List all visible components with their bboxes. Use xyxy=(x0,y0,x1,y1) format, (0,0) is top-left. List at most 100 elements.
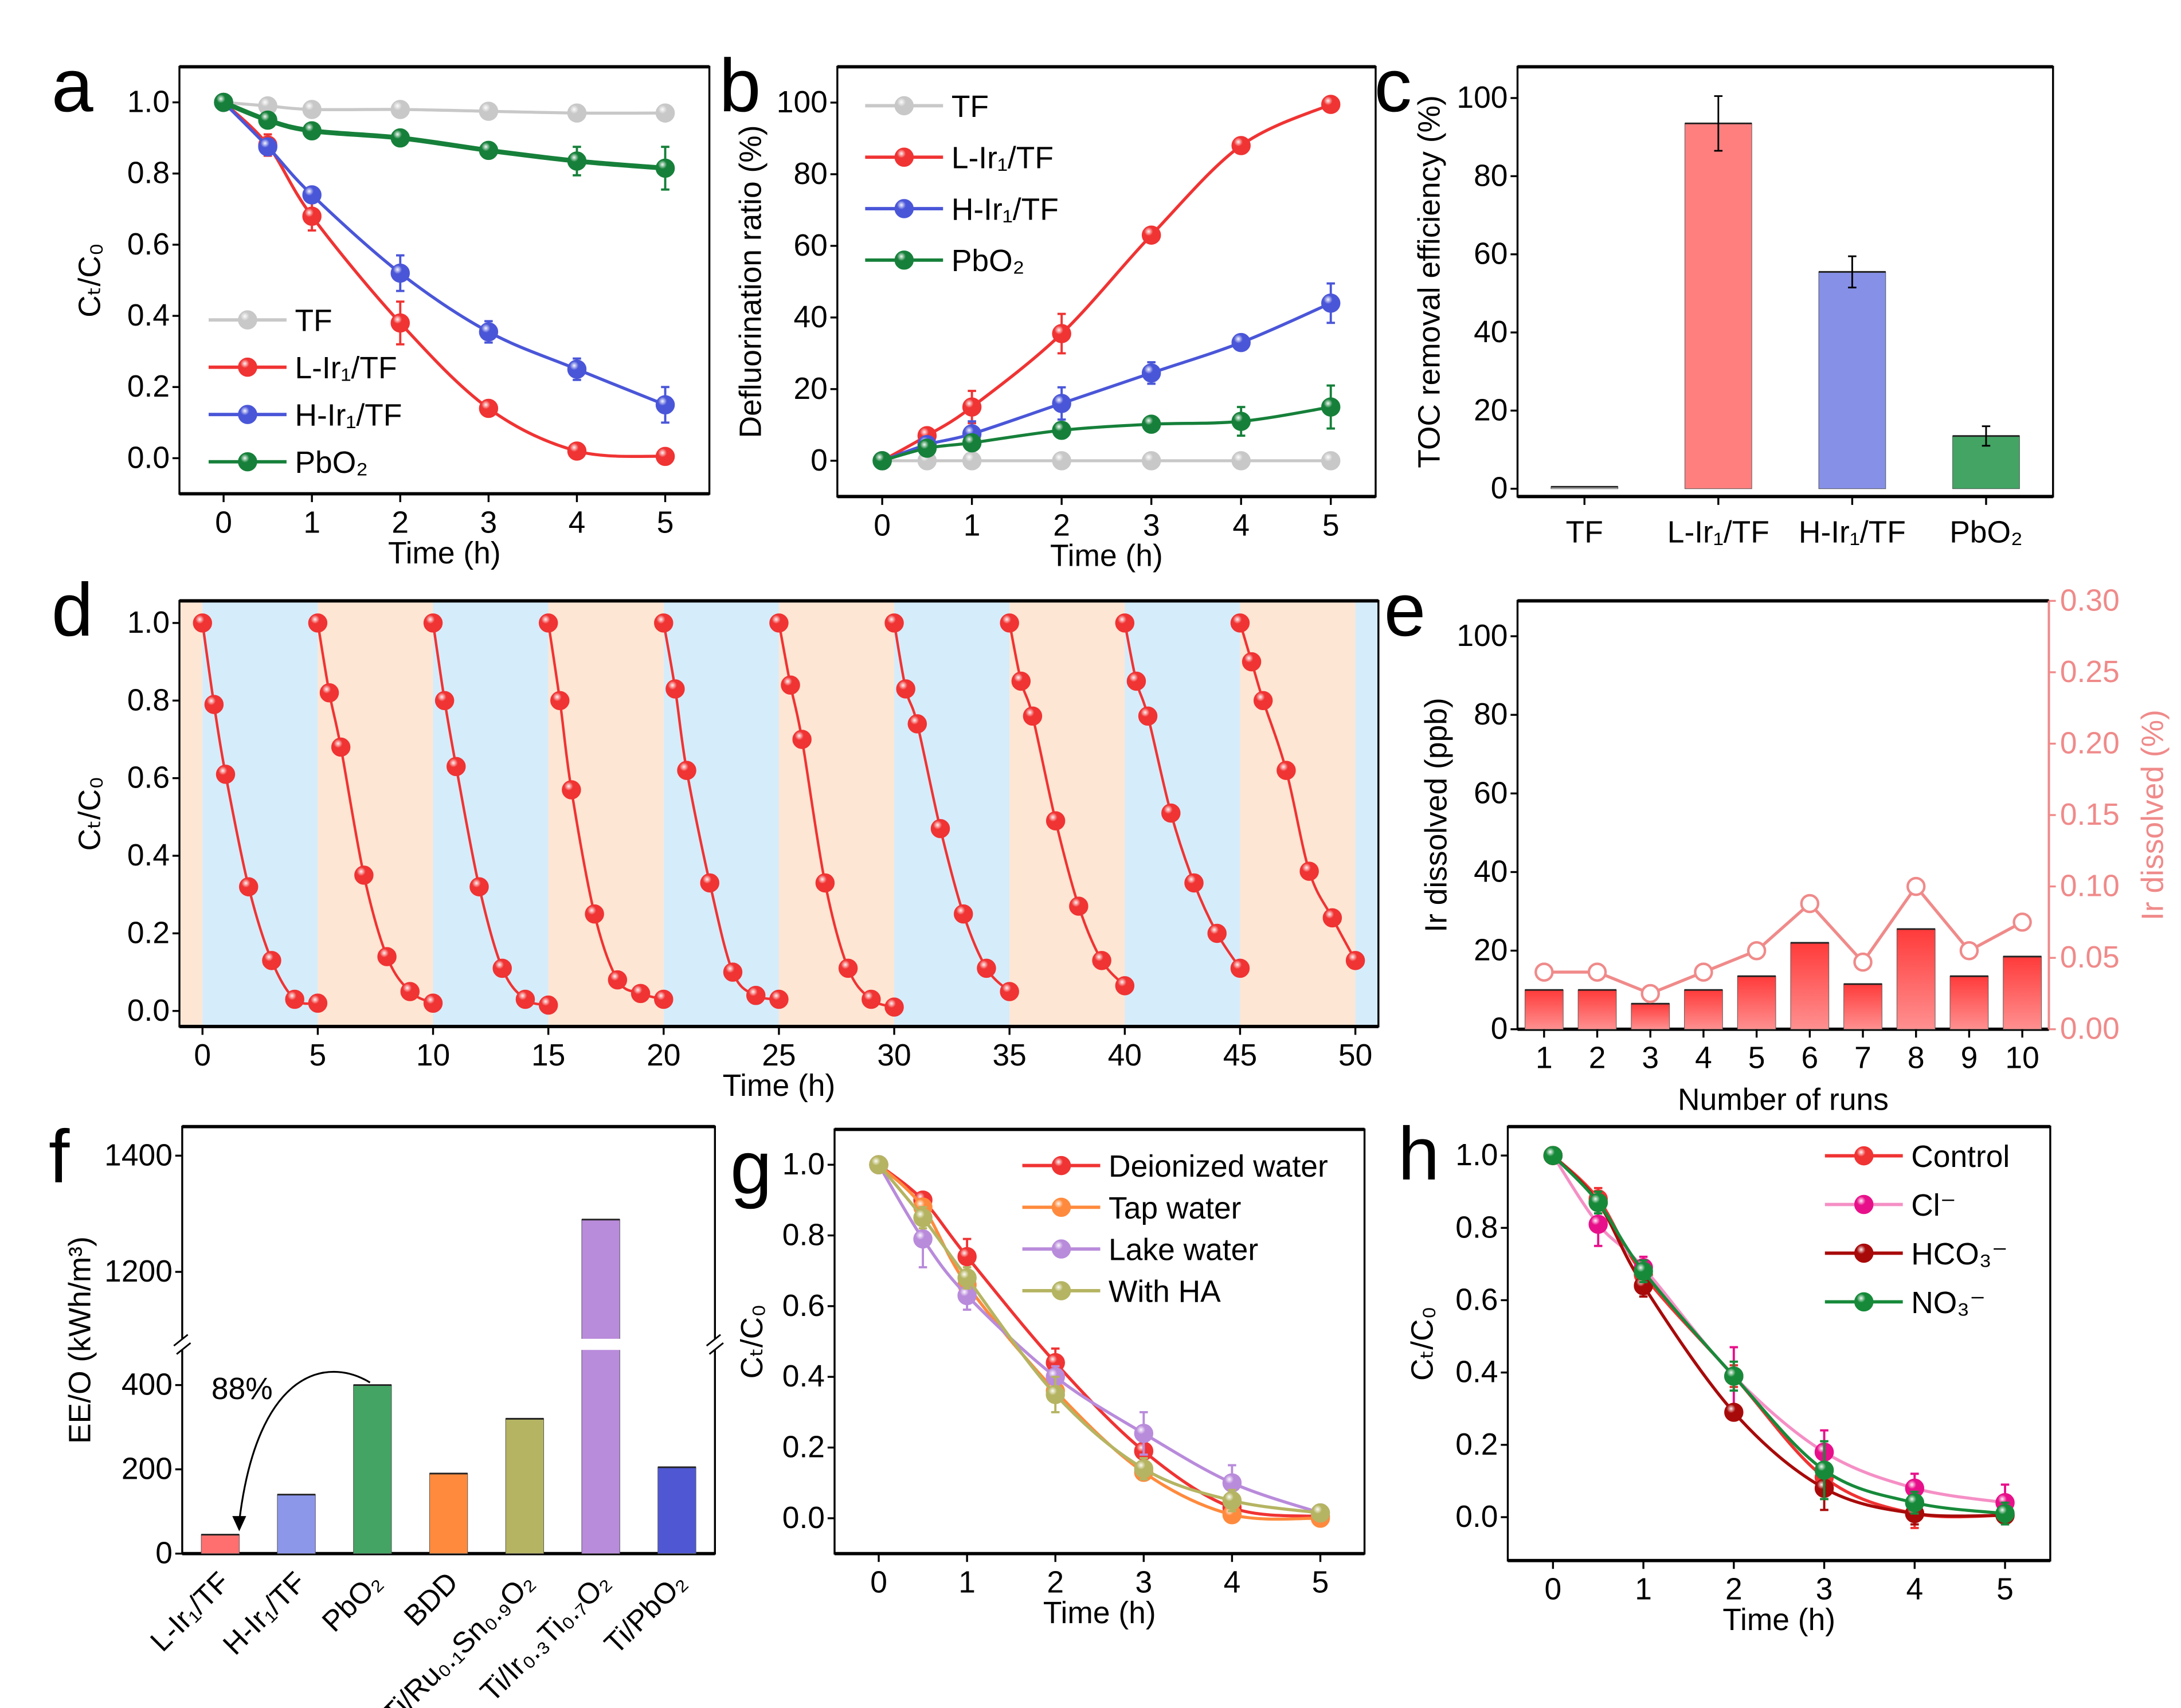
y-tick-label: 0 xyxy=(155,1537,173,1570)
right-y-tick-label: 0.00 xyxy=(2060,1012,2120,1046)
data-point-highlight xyxy=(1052,421,1071,440)
data-point-highlight xyxy=(1046,1353,1065,1372)
series xyxy=(1543,1146,2015,1526)
x-tick-label: L-Ir₁/TF xyxy=(1667,515,1769,549)
legend-label: HCO₃⁻ xyxy=(1911,1237,2008,1271)
x-tick-label: PbO₂ xyxy=(316,1565,388,1638)
data-point-highlight xyxy=(1115,977,1134,995)
y-tick-label: 60 xyxy=(793,229,827,263)
plot-frame xyxy=(178,65,711,495)
y-tick-label: 0.6 xyxy=(782,1289,825,1323)
x-tick-label: 7 xyxy=(1854,1041,1871,1075)
panel-label: f xyxy=(49,1114,70,1198)
data-point-highlight xyxy=(567,360,586,378)
legend-item: Lake water xyxy=(1022,1233,1258,1267)
series-line xyxy=(1544,884,2023,996)
bar xyxy=(353,1385,392,1554)
data-point-highlight xyxy=(1093,951,1111,970)
legend: TF L-Ir₁/TF H-Ir₁/TF PbO₂ xyxy=(865,90,1059,278)
y-tick-label: 0.2 xyxy=(127,916,170,950)
data-point-highlight xyxy=(958,1268,976,1287)
data-point-highlight xyxy=(1052,1198,1071,1217)
data-point-highlight xyxy=(1052,1240,1071,1258)
data-point-highlight xyxy=(962,433,981,452)
data-point-highlight xyxy=(873,452,891,470)
x-tick-label: 9 xyxy=(1961,1041,1978,1075)
y-tick-label: 20 xyxy=(1474,393,1507,427)
y-tick-label: 0 xyxy=(810,444,828,477)
y-tick-label: 0.6 xyxy=(127,761,170,795)
data-point-highlight xyxy=(320,683,339,702)
data-point-highlight xyxy=(885,614,903,632)
y-axis-label: Cₜ/C₀ xyxy=(1405,1306,1439,1381)
series xyxy=(869,1155,1330,1523)
right-y-tick-label: 0.20 xyxy=(2060,726,2120,760)
data-point-highlight xyxy=(839,959,857,978)
data-point-highlight xyxy=(303,100,321,119)
x-tick-label: 4 xyxy=(1695,1041,1712,1075)
y-tick-label: 40 xyxy=(1474,315,1507,349)
data-point-highlight xyxy=(656,104,675,122)
x-tick-label: 2 xyxy=(1047,1566,1064,1600)
data-point-highlight xyxy=(435,691,454,710)
y-axis-label: Cₜ/C₀ xyxy=(735,1304,769,1379)
y-tick-label: 40 xyxy=(793,300,827,334)
data-point-highlight xyxy=(285,990,304,1009)
y-tick-label: 0.4 xyxy=(127,839,170,872)
data-point-highlight xyxy=(259,97,277,115)
x-axis-label: Time (h) xyxy=(1043,1596,1156,1630)
x-tick-label: 2 xyxy=(1725,1573,1743,1607)
data-point-highlight xyxy=(977,959,996,978)
data-point-highlight xyxy=(1634,1262,1653,1280)
plot-frame xyxy=(836,65,1377,498)
data-point xyxy=(1640,984,1660,1004)
data-point-highlight xyxy=(1854,1292,1873,1311)
data-point-highlight xyxy=(1725,1367,1743,1385)
y-tick-label: 200 xyxy=(122,1452,173,1486)
x-tick-label: 40 xyxy=(1108,1039,1142,1072)
panel-label: e xyxy=(1384,567,1426,652)
data-point-highlight xyxy=(259,138,277,156)
data-point-highlight xyxy=(1321,452,1340,470)
legend-item: NO₃⁻ xyxy=(1824,1286,1986,1320)
y-axis-label: Cₜ/C₀ xyxy=(73,777,107,851)
data-point-highlight xyxy=(1232,452,1250,470)
data-point-highlight xyxy=(666,680,684,698)
bar xyxy=(1577,989,1617,1030)
y-tick-label: 80 xyxy=(793,157,827,191)
legend-item: Control xyxy=(1824,1140,2010,1174)
data-point-highlight xyxy=(1589,1215,1608,1233)
y-tick-label: 0 xyxy=(1491,472,1508,506)
data-point-highlight xyxy=(1142,452,1161,470)
data-point xyxy=(1906,876,1926,896)
background-band xyxy=(179,601,203,1027)
legend-label: Control xyxy=(1911,1140,2010,1174)
y-tick-label: 80 xyxy=(1474,159,1507,193)
series-line xyxy=(223,100,665,115)
x-tick-label: 0 xyxy=(874,508,891,542)
panel-a: 0.0 0.2 0.4 0.6 0.8 1.0 0 1 2 3 4 5 Time (h) Cₜ/C₀ a TF… xyxy=(52,43,711,570)
x-tick-label: 10 xyxy=(2005,1041,2039,1075)
y-tick-label: 0.6 xyxy=(127,228,170,261)
bar xyxy=(657,1467,696,1554)
background-band xyxy=(663,601,779,1027)
y-tick-label: 0.8 xyxy=(1455,1211,1498,1244)
data-point-highlight xyxy=(895,199,914,218)
data-point-highlight xyxy=(308,614,327,632)
data-point-highlight xyxy=(259,111,277,130)
data-point-highlight xyxy=(238,311,257,329)
legend-item: Tap water xyxy=(1022,1192,1241,1225)
data-point-highlight xyxy=(895,148,914,167)
bar xyxy=(581,1219,620,1554)
data-point-highlight xyxy=(816,873,835,892)
data-point-highlight xyxy=(424,614,443,632)
bar xyxy=(277,1494,316,1554)
data-point-highlight xyxy=(870,1155,888,1174)
y-tick-label: 0.8 xyxy=(782,1218,825,1252)
data-point-highlight xyxy=(470,877,488,896)
arrow-head-icon xyxy=(232,1516,246,1531)
data-point-highlight xyxy=(263,951,281,970)
x-tick-label: 3 xyxy=(1135,1566,1152,1600)
